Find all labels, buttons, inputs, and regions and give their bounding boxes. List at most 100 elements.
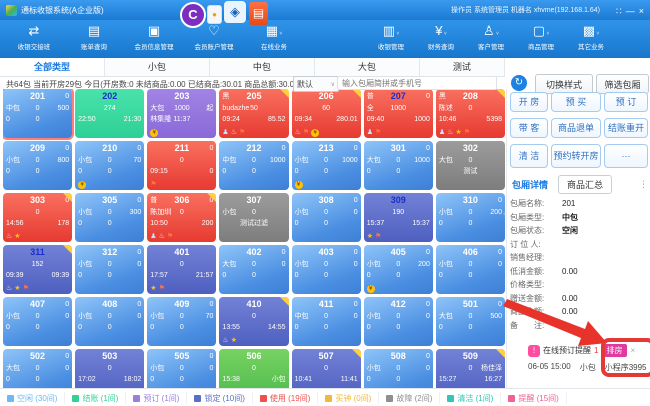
open-room-button[interactable]: 开 房 xyxy=(510,92,548,112)
toolbar-item-member-info-mgmt[interactable]: ▣ 会员信息管理 xyxy=(124,23,184,51)
tab-all-types[interactable]: 全部类型 xyxy=(0,58,105,76)
legend-fault-swatch xyxy=(386,394,394,402)
room-card-207[interactable]: 普 207 0 全 1000 09:40 1000 ♟ ⚑ xyxy=(363,89,433,138)
room-card-408[interactable]: 408 0 小包 0 0 0 0 xyxy=(75,297,145,346)
room-card-309[interactable]: 309 190 15:37 15:37 ★ ⚑ xyxy=(363,193,433,242)
legend-inuse[interactable]: 使用 (19间) xyxy=(253,392,319,404)
refresh-button[interactable]: ↻ xyxy=(511,75,527,91)
toolbar-item-customer-mgmt[interactable]: ♙ ˅ 客户管理 xyxy=(466,23,516,51)
room-card-208[interactable]: 黑 208 陈述 0 10:46 5398 ♟ ♨ ★ ⚑ xyxy=(435,89,505,138)
close-button[interactable]: × xyxy=(638,6,644,16)
pin-window-icon[interactable]: ∷ xyxy=(616,6,622,16)
search-mode-dropdown[interactable]: 默认 ∨ xyxy=(293,76,339,92)
toolbar-item-cashier-handover[interactable]: ⇄ 收银交接班 xyxy=(4,23,64,51)
browser-logo-icon[interactable]: C xyxy=(180,2,206,28)
toolbar-item-label: 账单查询 xyxy=(81,44,107,51)
tab-product-summary[interactable]: 商品汇总 xyxy=(558,175,613,194)
room-card-205[interactable]: 黑 205 budazhe 50 09:24 85.52 ♟ ♨ ⚑ xyxy=(219,89,289,138)
close-icon[interactable]: × xyxy=(630,346,636,355)
room-card-405[interactable]: 405 0 小包 0 200 0 0 ¥ xyxy=(363,245,433,294)
room-card-410[interactable]: 410 0 13:55 14:55 ♨ ★ xyxy=(219,297,289,346)
legend-booked[interactable]: 预订 (1间) xyxy=(126,392,188,404)
legend-checkout[interactable]: 结账 (1间) xyxy=(65,392,127,404)
room-card-401[interactable]: 401 0 17:57 21:57 ★ ⚑ xyxy=(147,245,217,294)
switch-style-button[interactable]: 切换样式 xyxy=(535,74,593,94)
booking-to-open-button[interactable]: 预约转开房 xyxy=(551,144,601,168)
legend-clean[interactable]: 清洁 (1间) xyxy=(440,392,502,404)
tab-medium-room[interactable]: 中包 xyxy=(209,58,315,76)
more-tabs-icon[interactable]: ⋮ xyxy=(639,179,648,189)
room-card-406[interactable]: 406 0 小包 0 0 0 0 xyxy=(435,245,505,294)
room-card-212[interactable]: 212 0 中包 0 1000 0 0 xyxy=(219,141,289,190)
room-card-505[interactable]: 505 0 小包 0 0 0 0 xyxy=(147,349,217,388)
minimize-button[interactable]: — xyxy=(625,6,635,16)
panel-collapse-handle[interactable]: ‹ xyxy=(503,208,506,218)
room-card-206[interactable]: 206 60 09:34 280.01 ♨ ⚑ ¥ xyxy=(291,89,361,138)
room-card-501[interactable]: 501 0 大包 0 500 0 0 xyxy=(435,297,505,346)
room-card-308[interactable]: 308 0 小包 0 0 0 0 xyxy=(291,193,361,242)
pre-buy-button[interactable]: 预 买 xyxy=(551,92,601,112)
room-card-307[interactable]: 307 小包 0 测试过滤 xyxy=(219,193,289,242)
room-card-407[interactable]: 407 0 小包 0 0 0 0 xyxy=(3,297,73,346)
room-card-211[interactable]: 211 0 0 09:15 0 ⚑ xyxy=(147,141,217,190)
bill-query-icon: ▤ xyxy=(87,23,101,38)
pin-badge-icon[interactable]: ● xyxy=(207,5,222,24)
handshake-icon[interactable]: ◈ xyxy=(224,1,246,23)
tab-small-room[interactable]: 小包 xyxy=(104,58,210,76)
room-card-409[interactable]: 409 0 小包 0 70 0 0 xyxy=(147,297,217,346)
room-card-213[interactable]: 213 0 小包 0 1000 0 0 ¥ xyxy=(291,141,361,190)
more-actions-button[interactable]: ··· xyxy=(604,144,648,168)
room-card-502[interactable]: 502 0 大包 0 0 0 0 xyxy=(3,349,73,388)
bring-guest-button[interactable]: 带 客 xyxy=(510,118,548,138)
legend-fault[interactable]: 故障 (2间) xyxy=(379,392,441,404)
room-card-209[interactable]: 209 0 小包 0 800 0 0 xyxy=(3,141,73,190)
filter-rooms-button[interactable]: 筛选包厢 xyxy=(596,74,649,94)
legend-remind[interactable]: 提醒 (15间) xyxy=(501,392,567,404)
clean-button[interactable]: 清 洁 xyxy=(510,144,548,168)
product-mgmt-icon: ▢ ˅ xyxy=(532,23,550,38)
room-card-305[interactable]: 305 0 小包 0 300 0 0 xyxy=(75,193,145,242)
room-card-302[interactable]: 302 大包 0 测试 xyxy=(435,141,505,190)
product-refund-button[interactable]: 商品退单 xyxy=(551,118,601,138)
toolbar-item-finance-query[interactable]: ¥ ˅ 财务查询 xyxy=(416,23,466,51)
legend-clock[interactable]: 买钟 (0间) xyxy=(318,392,380,404)
tab-test[interactable]: 测试 xyxy=(419,58,505,76)
room-card-312[interactable]: 312 0 小包 0 0 0 0 xyxy=(75,245,145,294)
reopen-bill-button[interactable]: 结账重开 xyxy=(604,118,648,138)
room-card-303[interactable]: 303 0 0 14:56 178 ♨ ★ xyxy=(3,193,73,242)
room-card-402[interactable]: 402 0 大包 0 0 0 0 xyxy=(219,245,289,294)
toolbar-item-member-account-mgmt[interactable]: ♡ 会员账户管理 xyxy=(184,23,244,51)
legend-idle[interactable]: 空闲 (30间) xyxy=(0,392,66,404)
room-card-310[interactable]: 310 0 小包 0 200 0 0 xyxy=(435,193,505,242)
room-card-311[interactable]: 311 152 09:39 09:39 ♨ ★ ⚑ xyxy=(3,245,73,294)
room-card-306[interactable]: 普 306 0 陈加圳 0 10:50 200 ♟ ♨ ⚑ xyxy=(147,193,217,242)
room-card-210[interactable]: 210 0 小包 0 70 0 0 ¥ xyxy=(75,141,145,190)
toolbar-item-online-business[interactable]: ▦ ˅ 在线业务 xyxy=(244,23,304,51)
calculator-menu-icon[interactable]: ▤ xyxy=(249,2,268,25)
room-card-301[interactable]: 301 0 大包 0 1000 0 0 xyxy=(363,141,433,190)
toolbar-item-bill-query[interactable]: ▤ 账单查询 xyxy=(64,23,124,51)
room-card-412[interactable]: 412 0 小包 0 0 0 0 xyxy=(363,297,433,346)
assign-room-button[interactable]: 排房 xyxy=(601,344,628,357)
people-icon: ♟ xyxy=(150,233,157,240)
room-search-input[interactable] xyxy=(337,76,497,90)
money-icon: ¥ xyxy=(150,129,159,137)
reserve-button[interactable]: 预 订 xyxy=(604,92,648,112)
toolbar-item-other-business[interactable]: ▩ ˅ 其它业务 xyxy=(566,23,616,51)
room-card-203[interactable]: 203 大包 1000 起林集隆 11:37 ¥ xyxy=(147,89,217,138)
room-card-202[interactable]: 202 274 22:50 21:30 xyxy=(75,89,145,138)
room-card-508[interactable]: 508 0 小包 0 0 0 0 xyxy=(363,349,433,388)
reminder-corner-badge xyxy=(279,297,289,306)
toolbar-item-cashier-mgmt[interactable]: ▥ ˅ 收银管理 xyxy=(366,23,416,51)
room-card-403[interactable]: 403 0 小包 0 0 0 0 xyxy=(291,245,361,294)
legend-locked[interactable]: 锁定 (10间) xyxy=(187,392,253,404)
tab-large-room[interactable]: 大包 xyxy=(314,58,420,76)
room-card-201[interactable]: 201 0 中包 0 500 0 0 xyxy=(3,89,73,138)
toolbar-item-product-mgmt[interactable]: ▢ ˅ 商品管理 xyxy=(516,23,566,51)
room-card-411[interactable]: 411 0 中包 0 0 0 0 xyxy=(291,297,361,346)
room-card-506[interactable]: 506 0 15:38 小包 xyxy=(219,349,289,388)
tab-room-details[interactable]: 包厢详情 xyxy=(512,180,549,190)
